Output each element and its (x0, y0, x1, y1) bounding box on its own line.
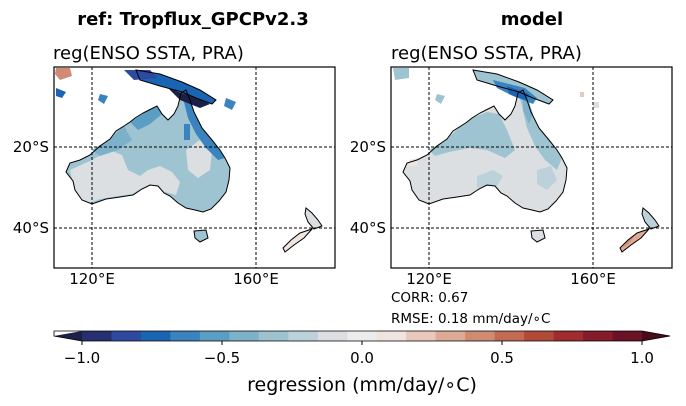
colorbar-cell (465, 331, 496, 341)
ref-map-frame (53, 66, 336, 269)
colorbar-tick-label: 0.5 (490, 349, 514, 367)
ref-suptitle: ref: Tropflux_GPCPv2.3 (77, 9, 309, 30)
model-ytick-20s: 20°S (350, 138, 386, 156)
colorbar-cell (494, 331, 525, 341)
model-xtick-120e: 120°E (406, 270, 452, 288)
colorbar-cells (54, 331, 670, 341)
rmse-stat: RMSE: 0.18 mm/day/∘C (391, 311, 550, 327)
colorbar-label: regression (mm/day/∘C) (247, 374, 477, 396)
colorbar-extend-max (642, 331, 670, 341)
model-xtick-160e: 160°E (570, 270, 616, 288)
ref-panel-title: reg(ENSO SSTA, PRA) (53, 43, 244, 64)
colorbar-cell (376, 331, 407, 341)
model-suptitle: model (501, 9, 563, 30)
corr-stat: CORR: 0.67 (391, 290, 468, 306)
colorbar-cell (229, 331, 260, 341)
colorbar-outline (53, 330, 671, 342)
colorbar-cell (170, 331, 201, 341)
colorbar-tick-label: 0.0 (350, 349, 374, 367)
colorbar-extend-min (54, 331, 82, 341)
model-map-frame (390, 66, 673, 269)
colorbar-ticks: −1.0 −0.5 0.0 0.5 1.0 (64, 341, 654, 367)
colorbar-cell (288, 331, 319, 341)
model-map: 20°S 40°S 120°E 160°E (350, 66, 673, 288)
colorbar-cell (553, 331, 584, 341)
colorbar-cell (583, 331, 613, 341)
ref-xtick-160e: 160°E (233, 270, 279, 288)
colorbar-cell (140, 331, 171, 341)
colorbar-cell (199, 331, 230, 341)
colorbar-cell (317, 331, 348, 341)
colorbar-cell (111, 331, 142, 341)
colorbar-cell (435, 331, 466, 341)
colorbar-cell (82, 331, 112, 341)
colorbar-cell (406, 331, 437, 341)
colorbar: −1.0 −0.5 0.0 0.5 1.0 regression (mm/day/∘C) (53, 330, 671, 396)
ref-map: 20°S 40°S 120°E 160°E (13, 66, 336, 288)
model-ytick-40s: 40°S (350, 219, 386, 237)
colorbar-cell (258, 331, 289, 341)
colorbar-cell (524, 331, 554, 341)
colorbar-cell (612, 331, 643, 341)
ref-xtick-120e: 120°E (69, 270, 115, 288)
colorbar-tick-label: −1.0 (64, 349, 100, 367)
colorbar-tick-label: −0.5 (204, 349, 240, 367)
colorbar-cell (347, 331, 378, 341)
model-panel-title: reg(ENSO SSTA, PRA) (391, 43, 582, 64)
colorbar-tick-label: 1.0 (630, 349, 654, 367)
ref-ytick-40s: 40°S (13, 219, 49, 237)
ref-ytick-20s: 20°S (13, 138, 49, 156)
